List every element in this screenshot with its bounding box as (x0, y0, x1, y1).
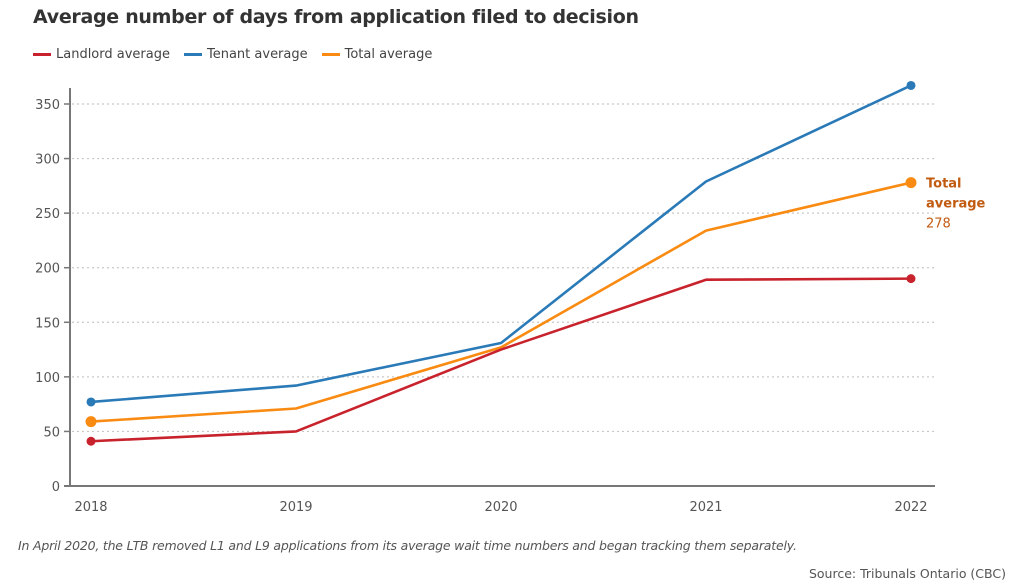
y-tick-label: 150 (35, 316, 60, 331)
legend-item-tenant: Tenant average (184, 47, 308, 62)
point-tenant-average-start (86, 397, 96, 407)
legend-swatch-total (321, 53, 340, 56)
point-tenant-average-end (906, 80, 916, 90)
point-total-average-end (905, 177, 917, 189)
line-total-average (90, 181, 912, 423)
legend-label-landlord: Landlord average (56, 47, 170, 62)
point-landlord-average-end (906, 274, 916, 284)
annotation-line2: average (926, 197, 986, 212)
annotation-line1: Total (926, 177, 962, 192)
x-tick-label: 2019 (279, 500, 312, 515)
chart-title: Average number of days from application … (33, 6, 639, 28)
x-tick-label: 2020 (484, 500, 517, 515)
x-tick-label: 2022 (894, 500, 927, 515)
axes (64, 88, 935, 487)
end-annotation: Total average 278 (926, 177, 986, 232)
y-tick-label: 350 (35, 98, 60, 113)
point-total-average-start (85, 416, 97, 428)
y-tick-label: 250 (35, 207, 60, 222)
point-landlord-average-start (86, 436, 96, 446)
x-tick-label: 2018 (74, 500, 107, 515)
line-landlord-average (90, 277, 912, 443)
legend-swatch-landlord (33, 53, 51, 56)
legend-swatch-tenant (184, 53, 202, 56)
tick-labels: 0 50 100 150 200 250 300 350 2018 2019 2020 2021 202… (35, 98, 927, 515)
legend-item-total: Total average (321, 47, 433, 62)
legend-label-total: Total average (344, 47, 433, 62)
x-tick-label: 2021 (689, 500, 722, 515)
annotation-value: 278 (926, 217, 951, 232)
legend-item-landlord: Landlord average (33, 47, 170, 62)
chart-note: In April 2020, the LTB removed L1 and L9… (18, 538, 797, 553)
y-tick-label: 300 (35, 153, 60, 168)
y-tick-label: 100 (35, 371, 60, 386)
y-tick-label: 0 (52, 480, 60, 495)
legend: Landlord average Tenant average Total av… (33, 47, 432, 62)
y-tick-label: 50 (43, 425, 60, 440)
gridlines (72, 103, 935, 433)
series-points (85, 80, 917, 446)
y-tick-label: 200 (35, 262, 60, 277)
series-lines (90, 84, 912, 443)
legend-label-tenant: Tenant average (207, 47, 308, 62)
line-tenant-average (90, 84, 912, 404)
chart-source: Source: Tribunals Ontario (CBC) (808, 566, 1006, 581)
